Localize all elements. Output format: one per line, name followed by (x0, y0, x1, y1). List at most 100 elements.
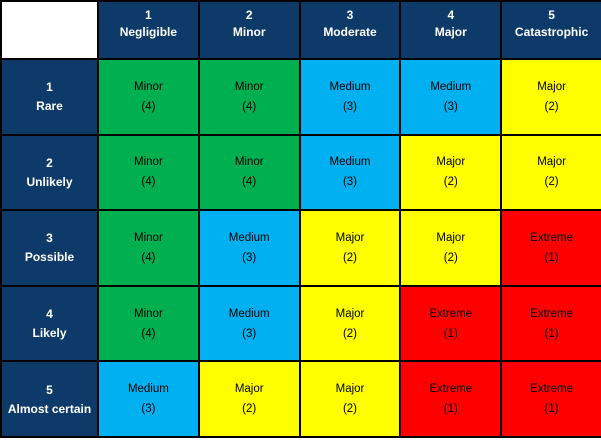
matrix-cell-r2c5-major: Major (2) (500, 133, 601, 212)
column-header-negligible: 1 Negligible (97, 0, 200, 60)
cell-score: (4) (141, 327, 156, 340)
matrix-header-row: 1 Negligible 2 Minor 3 Moderate 4 Major 5 Catastr… (0, 0, 601, 60)
cell-rating-label: Medium (329, 80, 371, 93)
matrix-cell-r1c4-medium: Medium (3) (399, 58, 503, 136)
matrix-cell-r1c3-medium: Medium (3) (298, 58, 402, 136)
column-header-label: Negligible (119, 25, 178, 39)
cell-rating-label: Major (335, 307, 365, 320)
row-header-possible: 3 Possible (0, 209, 99, 287)
column-header-label: Minor (232, 25, 266, 39)
cell-score: (3) (443, 100, 458, 113)
row-header-label: Possible (24, 250, 75, 265)
cell-score: (2) (342, 403, 358, 416)
cell-rating-label: Major (335, 383, 365, 396)
column-header-moderate: 3 Moderate (298, 0, 402, 60)
matrix-cell-r4c5-extreme: Extreme (1) (500, 284, 601, 363)
column-header-label: Major (434, 25, 467, 39)
column-header-number: 3 (346, 8, 354, 22)
matrix-cell-r5c2-major: Major (2) (197, 360, 301, 438)
cell-rating-label: Medium (430, 80, 472, 93)
cell-rating-label: Major (436, 156, 466, 169)
cell-rating-label: Minor (134, 307, 163, 320)
cell-score: (3) (242, 327, 257, 340)
corner-cell (0, 0, 99, 60)
row-header-likely: 4 Likely (0, 284, 99, 363)
row-header-number: 5 (46, 382, 53, 397)
cell-rating-label: Minor (134, 156, 163, 169)
column-header-number: 1 (145, 8, 152, 22)
cell-rating-label: Extreme (530, 231, 573, 244)
cell-score: (4) (141, 251, 156, 264)
cell-score: (3) (342, 100, 358, 113)
cell-rating-label: Medium (127, 383, 169, 396)
row-header-label: Unlikely (26, 174, 73, 189)
cell-rating-label: Medium (228, 307, 270, 320)
matrix-cell-r2c4-major: Major (2) (399, 133, 503, 212)
column-header-label: Moderate (323, 25, 377, 39)
column-header-label: Catastrophic (514, 25, 589, 39)
column-header-major: 4 Major (399, 0, 503, 60)
matrix-cell-r3c4-major: Major (2) (399, 209, 503, 287)
row-header-number: 2 (46, 155, 53, 170)
matrix-row-likely: 4 Likely Minor (4) Medium (3) Major (2) Extreme (… (0, 284, 601, 363)
cell-score: (1) (443, 403, 458, 416)
cell-score: (1) (544, 251, 559, 264)
cell-score: (3) (141, 403, 156, 416)
matrix-cell-r4c4-extreme: Extreme (1) (399, 284, 503, 363)
cell-score: (3) (242, 251, 257, 264)
matrix-cell-r5c3-major: Major (2) (298, 360, 402, 438)
column-header-catastrophic: 5 Catastrophic (500, 0, 601, 60)
matrix-cell-r2c3-medium: Medium (3) (298, 133, 402, 212)
cell-score: (2) (342, 327, 358, 340)
row-header-label: Rare (36, 99, 63, 114)
matrix-cell-r5c5-extreme: Extreme (1) (500, 360, 601, 438)
cell-score: (3) (342, 176, 358, 189)
matrix-cell-r3c5-extreme: Extreme (1) (500, 209, 601, 287)
matrix-cell-r2c2-minor: Minor (4) (197, 133, 301, 212)
matrix-cell-r1c5-major: Major (2) (500, 58, 601, 136)
cell-rating-label: Major (436, 231, 466, 244)
row-header-almost-certain: 5 Almost certain (0, 360, 99, 438)
matrix-cell-r1c1-minor: Minor (4) (97, 58, 200, 136)
cell-score: (2) (242, 403, 257, 416)
column-header-number: 2 (245, 8, 253, 22)
cell-rating-label: Medium (329, 156, 371, 169)
cell-rating-label: Minor (234, 80, 264, 93)
cell-score: (4) (141, 100, 156, 113)
matrix-body: 1 Rare Minor (4) Minor (4) Medium (3) Medium (3) M… (0, 58, 601, 438)
cell-score: (4) (242, 100, 257, 113)
matrix-cell-r5c4-extreme: Extreme (1) (399, 360, 503, 438)
column-header-number: 5 (548, 8, 555, 22)
matrix-cell-r4c2-medium: Medium (3) (197, 284, 301, 363)
cell-rating-label: Major (335, 231, 365, 244)
cell-rating-label: Medium (228, 231, 270, 244)
cell-score: (2) (544, 176, 559, 189)
cell-score: (2) (544, 100, 559, 113)
matrix-row-almost-certain: 5 Almost certain Medium (3) Major (2) Major (2)… (0, 360, 601, 438)
matrix-cell-r4c1-minor: Minor (4) (97, 284, 200, 363)
row-header-label: Almost certain (7, 401, 92, 416)
row-header-rare: 1 Rare (0, 58, 99, 136)
cell-rating-label: Minor (134, 231, 163, 244)
matrix-header-row-container: 1 Negligible 2 Minor 3 Moderate 4 Major 5 Catastr… (0, 0, 601, 60)
cell-rating-label: Minor (234, 156, 264, 169)
matrix-cell-r1c2-minor: Minor (4) (197, 58, 301, 136)
cell-score: (1) (544, 403, 559, 416)
matrix-cell-r2c1-minor: Minor (4) (97, 133, 200, 212)
matrix-cell-r5c1-medium: Medium (3) (97, 360, 200, 438)
row-header-number: 3 (46, 231, 53, 246)
cell-score: (2) (443, 251, 458, 264)
row-header-number: 1 (46, 80, 53, 95)
cell-rating-label: Major (537, 80, 566, 93)
cell-score: (4) (141, 176, 156, 189)
cell-rating-label: Major (537, 156, 566, 169)
cell-rating-label: Extreme (429, 383, 473, 396)
row-header-number: 4 (46, 307, 53, 322)
column-header-minor: 2 Minor (197, 0, 301, 60)
cell-score: (1) (443, 327, 458, 340)
cell-rating-label: Extreme (429, 307, 473, 320)
matrix-row-unlikely: 2 Unlikely Minor (4) Minor (4) Medium (3) Major (… (0, 133, 601, 212)
row-header-label: Likely (32, 326, 67, 341)
